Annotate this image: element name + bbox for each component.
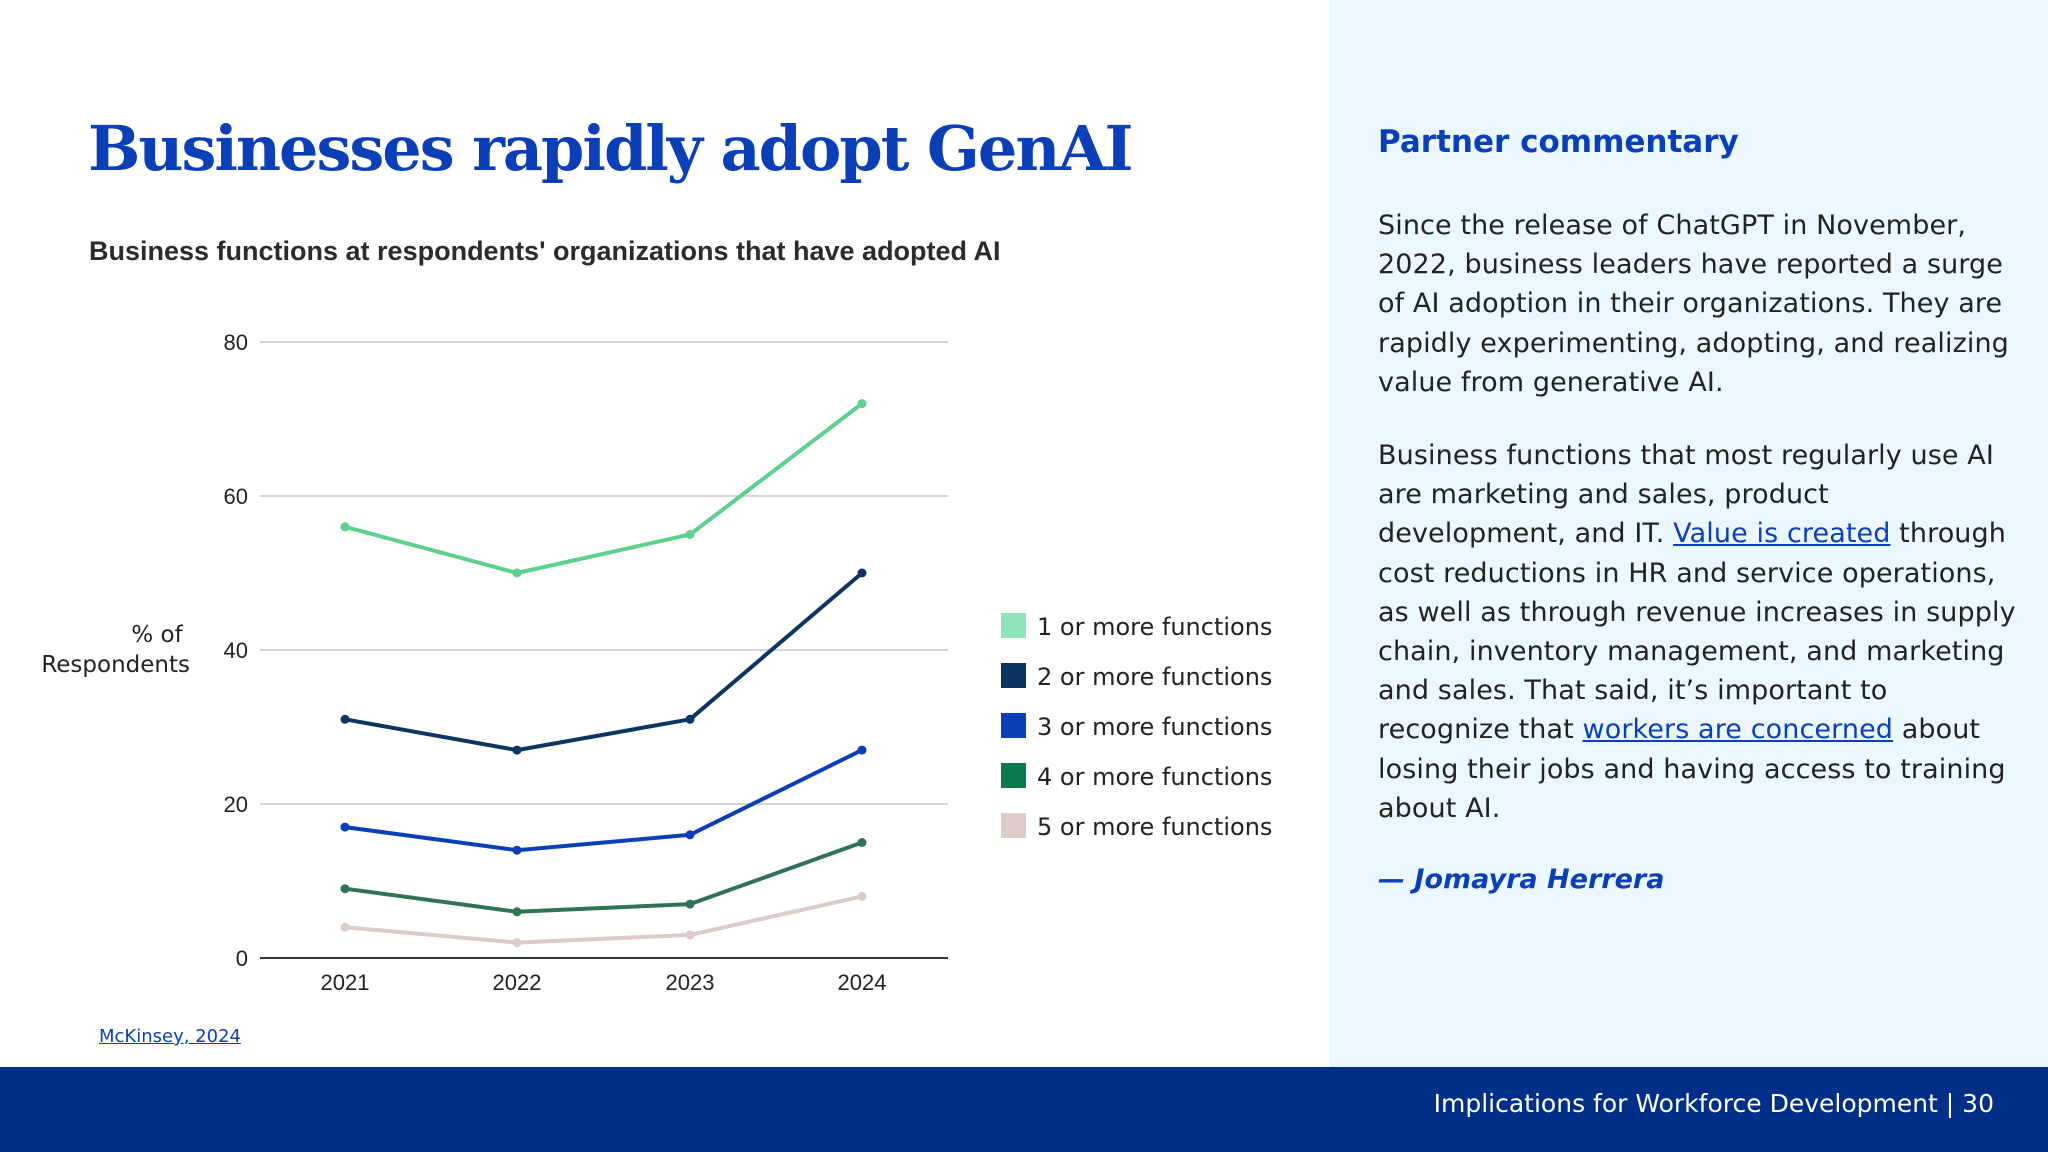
y-tick-label: 20: [224, 792, 248, 817]
x-tick-label: 2023: [666, 970, 715, 995]
series-line-3: [343, 748, 864, 853]
data-point: [512, 845, 522, 855]
footer-bar: Implications for Workforce Development |…: [0, 1067, 2048, 1152]
legend-swatch: [1001, 663, 1026, 688]
data-point: [685, 930, 695, 940]
data-point: [340, 822, 350, 832]
x-axis-ticks: 2021 2022 2023 2024: [321, 970, 887, 995]
chart-legend: 1 or more functions 2 or more functions 3 …: [1001, 613, 1272, 841]
commentary-text: through cost reductions in HR and servic…: [1378, 518, 2016, 746]
data-point: [340, 884, 350, 894]
data-point: [512, 938, 522, 948]
legend-label: 5 or more functions: [1037, 813, 1272, 841]
y-axis-label-line-2: Respondents: [41, 652, 190, 678]
data-point: [685, 530, 695, 539]
source-link[interactable]: McKinsey, 2024: [99, 1026, 241, 1047]
commentary-heading: Partner commentary: [1378, 124, 1739, 160]
legend-label: 2 or more functions: [1037, 663, 1272, 691]
y-tick-label: 80: [224, 330, 248, 355]
data-point: [340, 922, 350, 932]
x-tick-label: 2022: [493, 970, 542, 995]
footer-text: Implications for Workforce Development |…: [1433, 1089, 1994, 1118]
data-point: [857, 838, 867, 847]
y-axis-label: % of Respondents: [41, 622, 190, 678]
y-tick-label: 60: [224, 484, 248, 509]
data-point: [857, 891, 867, 901]
legend-swatch: [1001, 713, 1026, 738]
data-point: [857, 568, 867, 578]
legend-swatch: [1001, 763, 1026, 788]
commentary-panel: [1330, 0, 2048, 1067]
data-point: [512, 568, 522, 578]
data-point: [857, 399, 867, 409]
data-point: [340, 522, 350, 532]
value-is-created-link[interactable]: Value is created: [1673, 518, 1891, 550]
data-point: [685, 714, 695, 724]
y-axis-ticks: 0 20 40 60 80: [224, 330, 248, 971]
series-line-1: [343, 401, 864, 575]
series-line-4: [343, 840, 864, 914]
data-point: [857, 745, 867, 755]
data-point: [340, 714, 350, 724]
commentary-signature: — Jomayra Herrera: [1378, 864, 1665, 895]
chart-gridlines: [260, 341, 948, 959]
legend-label: 1 or more functions: [1037, 613, 1272, 641]
x-tick-label: 2021: [321, 970, 370, 995]
data-point: [512, 907, 522, 917]
workers-are-concerned-link[interactable]: workers are concerned: [1582, 714, 1894, 746]
y-axis-label-line-1: % of: [131, 622, 183, 648]
series-line-5: [343, 894, 864, 945]
legend-swatch: [1001, 813, 1026, 838]
commentary-text: Business functions that most regularly u…: [1378, 440, 1994, 550]
line-chart: 0 20 40 60 80 2021 2022 2023 2024 % of Responde…: [41, 330, 1272, 995]
x-tick-label: 2024: [838, 970, 887, 995]
chart-subtitle: Business functions at respondents' organ…: [89, 236, 1001, 266]
y-tick-label: 0: [236, 946, 248, 971]
data-point: [685, 899, 695, 909]
legend-swatch: [1001, 613, 1026, 638]
data-point: [512, 745, 522, 755]
commentary-paragraph-1: Since the release of ChatGPT in November…: [1378, 210, 2009, 398]
series-line-2: [343, 571, 864, 753]
legend-label: 3 or more functions: [1037, 713, 1272, 741]
legend-label: 4 or more functions: [1037, 763, 1272, 791]
y-tick-label: 40: [224, 638, 248, 663]
data-point: [685, 830, 695, 840]
chart-series: [340, 399, 867, 948]
page-title: Businesses rapidly adopt GenAI: [88, 112, 1133, 185]
commentary-text: about losing their jobs and having acces…: [1378, 714, 2006, 824]
commentary-paragraph-2: Business functions that most regularly u…: [1378, 436, 2018, 828]
